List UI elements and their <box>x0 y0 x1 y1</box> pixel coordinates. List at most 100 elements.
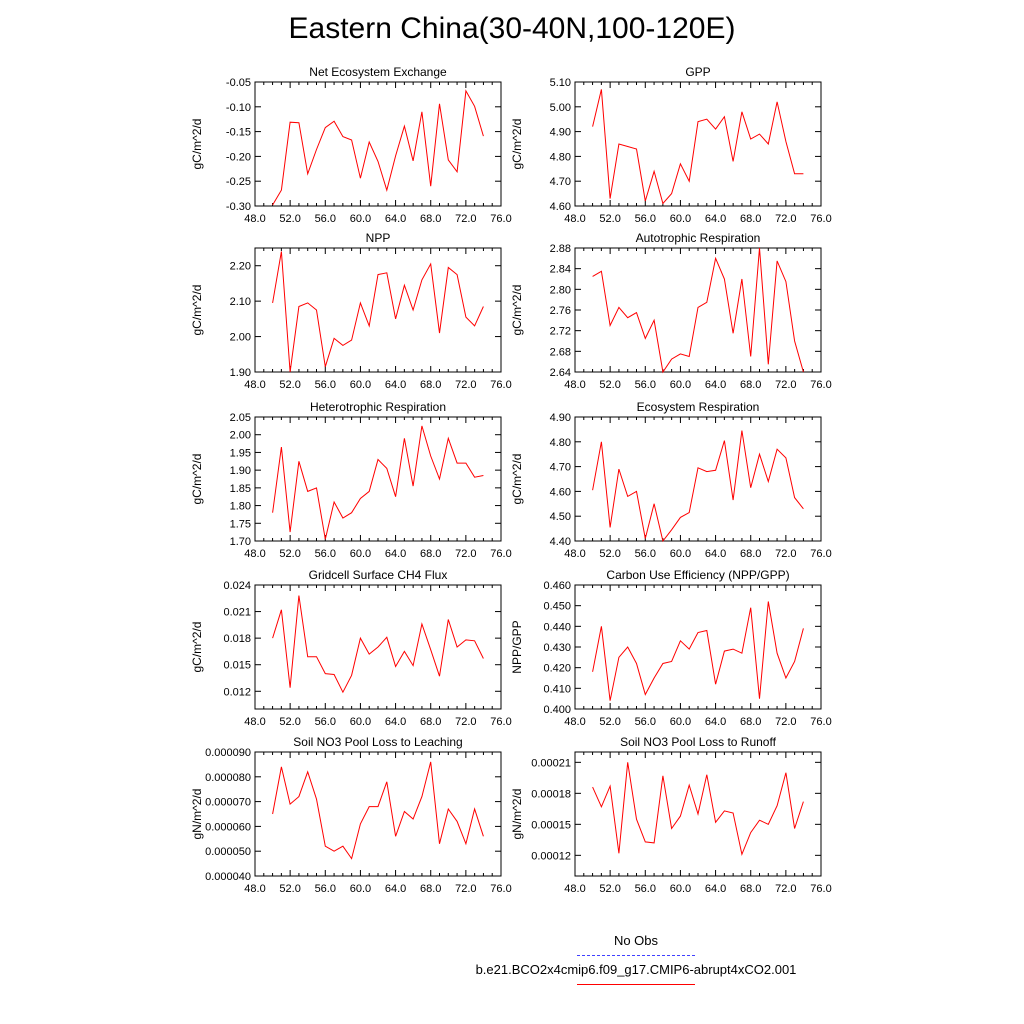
panel-5-xtick-label: 64.0 <box>385 548 406 560</box>
panel-9-ytick-label: 0.000040 <box>205 871 251 883</box>
panel-7-series-1 <box>272 595 484 694</box>
panel-9-xtick-label: 60.0 <box>350 883 371 895</box>
panel-3-xtick-label: 68.0 <box>420 379 441 391</box>
panel-3-xtick-label: 56.0 <box>315 379 336 391</box>
panel-5-ytick-label: 1.95 <box>230 447 251 459</box>
panel-1-ytick-label: -0.05 <box>226 77 251 89</box>
panel-8-xtick-label: 72.0 <box>775 716 796 728</box>
panel-2-ytick-label: 4.90 <box>550 127 571 139</box>
panel-5-ytick-label: 1.75 <box>230 518 251 530</box>
panel-6-series-1 <box>592 430 804 543</box>
panel-5-ytick-label: 2.00 <box>230 430 251 442</box>
panel-10-xtick-label: 68.0 <box>740 883 761 895</box>
panel-8-xtick-label: 52.0 <box>599 716 620 728</box>
panel-7-ytick-label: 0.024 <box>223 580 251 592</box>
panel-5-xtick-label: 68.0 <box>420 548 441 560</box>
panel-7-ylabel: gC/m^2/d <box>190 622 204 673</box>
panel-9-ytick-label: 0.000080 <box>205 772 251 784</box>
panel-3-ytick-label: 1.90 <box>230 367 251 379</box>
panel-5-xtick-label: 52.0 <box>279 548 300 560</box>
panel-10-xtick-label: 56.0 <box>635 883 656 895</box>
panel-5-ytick-label: 2.05 <box>230 412 251 424</box>
panel-7-xtick-label: 72.0 <box>455 716 476 728</box>
panel-8-xtick-label: 56.0 <box>635 716 656 728</box>
panel-5-title: Heterotrophic Respiration <box>310 400 446 414</box>
panel-2-xtick-label: 72.0 <box>775 213 796 225</box>
panel-3-title: NPP <box>366 231 391 245</box>
panel-3-xtick-label: 64.0 <box>385 379 406 391</box>
panel-5-ytick-label: 1.90 <box>230 465 251 477</box>
panel-7-xtick-label: 64.0 <box>385 716 406 728</box>
panel-8-ytick-label: 0.440 <box>543 621 571 633</box>
panel-8-ytick-label: 0.460 <box>543 580 571 592</box>
panel-2-ytick-label: 4.80 <box>550 151 571 163</box>
panel-4-xtick-label: 68.0 <box>740 379 761 391</box>
panel-1-ytick-label: -0.15 <box>226 127 251 139</box>
panel-4-xtick-label: 76.0 <box>810 379 831 391</box>
panel-10-ytick-label: 0.00015 <box>531 819 571 831</box>
panel-9-xtick-label: 56.0 <box>315 883 336 895</box>
panel-9-xtick-label: 48.0 <box>244 883 265 895</box>
panel-8-xtick-label: 76.0 <box>810 716 831 728</box>
panel-8-ytick-label: 0.410 <box>543 683 571 695</box>
panel-1-ytick-label: -0.25 <box>226 176 251 188</box>
panel-4-xtick-label: 56.0 <box>635 379 656 391</box>
panel-10-xtick-label: 76.0 <box>810 883 831 895</box>
panel-6-xtick-label: 60.0 <box>670 548 691 560</box>
panel-8-series-1 <box>592 601 804 701</box>
panel-10-xtick-label: 52.0 <box>599 883 620 895</box>
panel-4-ytick-label: 2.68 <box>550 346 571 358</box>
panel-3-xtick-label: 60.0 <box>350 379 371 391</box>
panel-6-ytick-label: 4.40 <box>550 536 571 548</box>
panel-4-series-1 <box>592 247 804 374</box>
panel-1-xtick-label: 72.0 <box>455 213 476 225</box>
panel-5-xtick-label: 76.0 <box>490 548 511 560</box>
panel-3-xtick-label: 76.0 <box>490 379 511 391</box>
panel-8-ylabel: NPP/GPP <box>510 620 524 673</box>
panel-1-xtick-label: 68.0 <box>420 213 441 225</box>
panel-9-ytick-label: 0.000070 <box>205 797 251 809</box>
panel-1-ytick-label: -0.20 <box>226 151 251 163</box>
panel-3-ylabel: gC/m^2/d <box>190 285 204 336</box>
panel-4-xtick-label: 64.0 <box>705 379 726 391</box>
panel-9-xtick-label: 76.0 <box>490 883 511 895</box>
panel-2-xtick-label: 68.0 <box>740 213 761 225</box>
panel-3-ytick-label: 2.00 <box>230 332 251 344</box>
panel-5-ytick-label: 1.80 <box>230 501 251 513</box>
panel-7-ytick-label: 0.018 <box>223 633 251 645</box>
panel-7-ytick-label: 0.012 <box>223 686 251 698</box>
panel-5-xtick-label: 48.0 <box>244 548 265 560</box>
panel-9-series-1 <box>272 761 484 860</box>
panel-10-xtick-label: 60.0 <box>670 883 691 895</box>
panel-10-series-1 <box>592 762 804 856</box>
panel-2-ytick-label: 4.60 <box>550 201 571 213</box>
panel-10-ytick-label: 0.00012 <box>531 850 571 862</box>
panel-2-ylabel: gC/m^2/d <box>510 119 524 170</box>
panel-3-xtick-label: 72.0 <box>455 379 476 391</box>
panel-5-xtick-label: 60.0 <box>350 548 371 560</box>
panel-6-title: Ecosystem Respiration <box>637 400 760 414</box>
panel-2-xtick-label: 64.0 <box>705 213 726 225</box>
panel-4-ytick-label: 2.64 <box>550 367 571 379</box>
panel-2-ytick-label: 5.00 <box>550 102 571 114</box>
panel-6-ytick-label: 4.70 <box>550 462 571 474</box>
panel-2-ytick-label: 4.70 <box>550 176 571 188</box>
panel-5-ytick-label: 1.85 <box>230 483 251 495</box>
panel-8-ytick-label: 0.400 <box>543 704 571 716</box>
panel-5-ylabel: gC/m^2/d <box>190 454 204 505</box>
panel-9-ytick-label: 0.000060 <box>205 821 251 833</box>
panel-6-frame <box>574 416 822 542</box>
panel-10-xtick-label: 64.0 <box>705 883 726 895</box>
panel-9-xtick-label: 68.0 <box>420 883 441 895</box>
panel-3-series-1 <box>272 251 484 373</box>
panel-6-ytick-label: 4.80 <box>550 437 571 449</box>
legend-obs-line <box>577 955 695 956</box>
panel-1-xtick-label: 64.0 <box>385 213 406 225</box>
figure-title: Eastern China(30-40N,100-120E) <box>288 12 736 45</box>
panel-6-xtick-label: 56.0 <box>635 548 656 560</box>
panel-5-series-1 <box>272 425 484 540</box>
panel-3-ytick-label: 2.20 <box>230 261 251 273</box>
panel-10-ytick-label: 0.00018 <box>531 788 571 800</box>
panel-7-xtick-label: 56.0 <box>315 716 336 728</box>
